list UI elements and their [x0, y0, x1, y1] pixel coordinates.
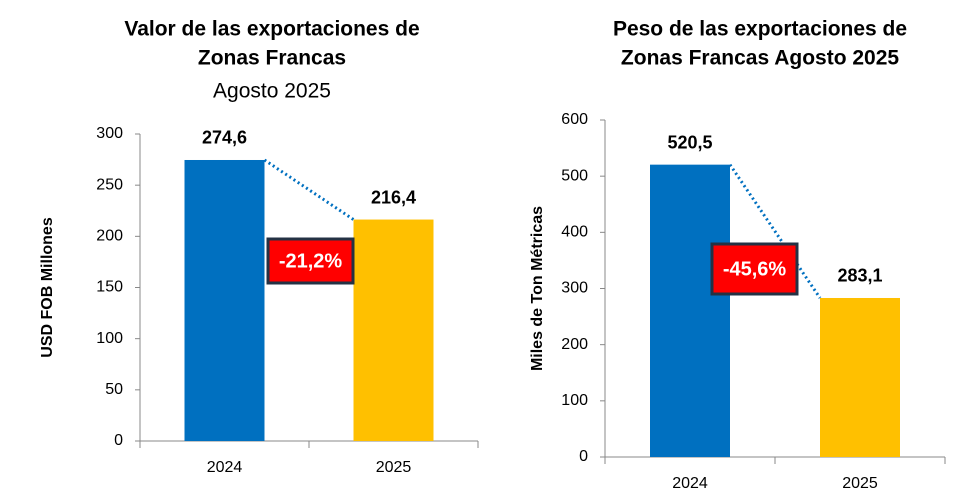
y-tick-label: 0: [579, 448, 588, 465]
change-box: [266, 237, 355, 285]
y-tick-label: 600: [561, 111, 588, 128]
y-tick-label: 100: [561, 392, 588, 409]
x-tick-label: 2025: [842, 475, 878, 492]
y-tick-label: 150: [96, 279, 123, 296]
y-tick-label: 100: [96, 330, 123, 347]
y-tick-label: 200: [561, 336, 588, 353]
change-box: [710, 242, 799, 296]
bar: [820, 297, 900, 457]
y-tick-label: 300: [96, 125, 123, 142]
chart-title: Zonas Francas Agosto 2025: [621, 47, 899, 70]
y-tick-label: 250: [96, 176, 123, 193]
change-label: -21,2%: [279, 250, 343, 272]
bar: [650, 164, 730, 457]
y-axis-label: Miles de Ton Métricas: [529, 206, 546, 371]
bar: [184, 159, 265, 441]
value-label: 283,1: [837, 266, 882, 286]
trend-connector: [263, 158, 355, 221]
y-tick-label: 200: [96, 228, 123, 245]
x-tick-label: 2024: [672, 475, 708, 492]
value-label: 216,4: [371, 187, 416, 207]
x-tick-label: 2024: [207, 459, 243, 476]
chart-title: Valor de las exportaciones de: [124, 18, 419, 41]
trend-connector: [728, 163, 822, 299]
chart-subtitle: Agosto 2025: [213, 80, 331, 103]
y-tick-label: 500: [561, 167, 588, 184]
y-axis-label: USD FOB Millones: [39, 217, 56, 358]
chart-title: Peso de las exportaciones de: [613, 18, 907, 41]
value-label: 520,5: [667, 132, 712, 152]
change-label: -45,6%: [723, 258, 787, 280]
value-label: 274,6: [202, 128, 247, 148]
y-tick-label: 50: [105, 381, 123, 398]
x-tick-label: 2025: [376, 459, 412, 476]
y-tick-label: 0: [114, 432, 123, 449]
y-tick-label: 400: [561, 224, 588, 241]
chart-title: Zonas Francas: [198, 47, 346, 70]
bar: [353, 219, 434, 441]
y-tick-label: 300: [561, 280, 588, 297]
